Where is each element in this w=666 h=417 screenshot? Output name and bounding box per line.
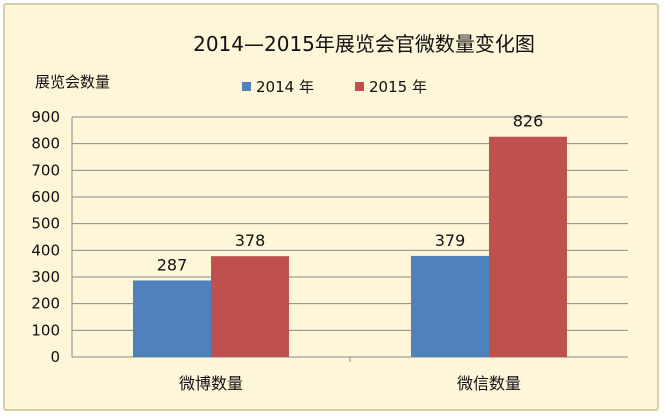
y-axis-label: 展览会数量 (35, 73, 110, 91)
data-label: 826 (513, 112, 544, 131)
legend-swatch (242, 82, 251, 91)
data-label: 378 (235, 231, 266, 250)
bar (411, 255, 489, 357)
bar (133, 280, 211, 357)
data-label: 379 (435, 231, 466, 250)
x-category-label: 微博数量 (179, 374, 243, 393)
legend-label: 2014 年 (256, 78, 314, 96)
y-axis-ticks: 0 100 200 300 400 500 600 700 800 900 (31, 108, 60, 366)
y-tick-label: 200 (31, 295, 60, 313)
y-tick-label: 400 (31, 241, 60, 259)
category-labels: 微博数量 微信数量 (179, 374, 521, 393)
bars (133, 136, 567, 357)
y-tick-label: 500 (31, 215, 60, 233)
y-tick-label: 800 (31, 135, 60, 153)
y-tick-label: 300 (31, 268, 60, 286)
x-category-label: 微信数量 (457, 374, 521, 393)
y-tick-label: 900 (31, 108, 60, 126)
chart-title: 2014—2015年展览会官微数量变化图 (193, 32, 535, 56)
y-tick-label: 0 (50, 348, 60, 366)
data-labels: 287 378 379 826 (157, 112, 544, 275)
y-tick-label: 100 (31, 321, 60, 339)
data-label: 287 (157, 255, 188, 274)
legend: 2014 年 2015 年 (242, 78, 427, 96)
y-tick-label: 600 (31, 188, 60, 206)
y-tick-label: 700 (31, 161, 60, 179)
bar (211, 256, 289, 357)
legend-swatch (355, 82, 364, 91)
legend-label: 2015 年 (369, 78, 427, 96)
bar (489, 136, 567, 357)
